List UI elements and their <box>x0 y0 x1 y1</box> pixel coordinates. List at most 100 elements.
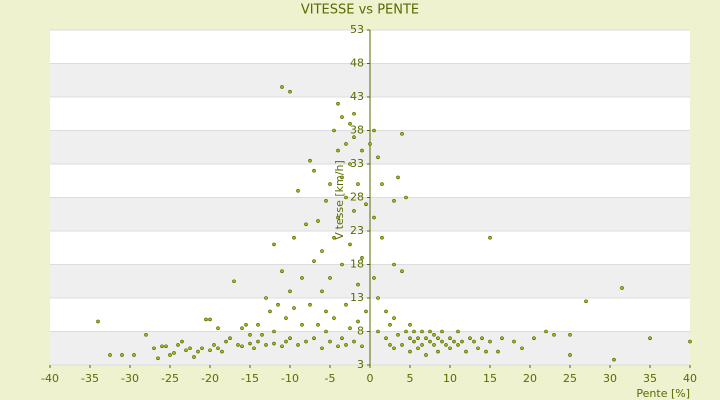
point <box>392 346 396 351</box>
point <box>272 242 276 247</box>
point <box>276 302 280 307</box>
point <box>164 344 168 349</box>
point <box>144 333 148 337</box>
point <box>396 175 400 180</box>
point <box>96 319 100 324</box>
point <box>304 222 308 227</box>
point <box>324 309 328 314</box>
point <box>412 329 416 334</box>
point <box>480 336 484 341</box>
point <box>620 286 624 290</box>
point <box>456 329 460 334</box>
point <box>460 339 464 344</box>
point <box>256 339 260 344</box>
point <box>348 326 352 330</box>
point <box>264 343 268 347</box>
point <box>532 336 536 341</box>
point <box>360 344 364 349</box>
point <box>336 148 340 153</box>
x-tick-label: -5 <box>325 372 336 385</box>
point <box>348 122 352 126</box>
point <box>488 339 492 344</box>
point <box>272 341 276 346</box>
point <box>428 329 432 334</box>
point <box>356 282 360 287</box>
point <box>248 333 252 337</box>
point <box>388 322 392 327</box>
x-tick-label: 35 <box>643 372 657 385</box>
y-tick-label: 33 <box>350 157 364 170</box>
point <box>216 326 220 330</box>
point <box>336 344 340 349</box>
point <box>132 353 136 357</box>
point <box>448 336 452 341</box>
point <box>436 349 440 354</box>
point <box>424 353 428 357</box>
point <box>196 349 200 354</box>
point <box>280 344 284 349</box>
x-tick-label: 5 <box>407 372 414 385</box>
chart-title: VITESSE vs PENTE <box>301 3 419 18</box>
point <box>484 349 488 354</box>
point <box>272 329 276 334</box>
point <box>476 346 480 351</box>
point <box>472 339 476 344</box>
point <box>380 235 384 240</box>
point <box>312 168 316 173</box>
point <box>384 309 388 314</box>
point <box>108 353 112 357</box>
point <box>648 336 652 341</box>
x-tick-label: 25 <box>563 372 577 385</box>
point <box>284 339 288 344</box>
y-tick-label: 48 <box>350 57 364 70</box>
x-tick-label: 20 <box>523 372 537 385</box>
x-tick-label: 15 <box>483 372 497 385</box>
point <box>160 344 164 349</box>
point <box>312 336 316 341</box>
x-tick-label: -35 <box>81 372 99 385</box>
point <box>300 322 304 327</box>
point <box>188 346 192 351</box>
point <box>356 182 360 186</box>
y-tick-label: 53 <box>350 23 364 36</box>
point <box>312 259 316 263</box>
point <box>332 128 336 133</box>
y-axis-label: Vitesse [km/h] <box>333 160 346 240</box>
point <box>200 346 204 351</box>
point <box>308 158 312 163</box>
point <box>328 339 332 344</box>
point <box>328 276 332 280</box>
point <box>300 276 304 280</box>
point <box>436 336 440 341</box>
point <box>688 339 692 344</box>
point <box>340 262 344 267</box>
point <box>392 199 396 203</box>
point <box>420 343 424 347</box>
x-tick-label: 0 <box>367 372 374 385</box>
point <box>468 336 472 341</box>
point <box>176 343 180 347</box>
point <box>420 329 424 334</box>
point <box>440 339 444 344</box>
point <box>340 336 344 341</box>
point <box>384 336 388 341</box>
point <box>240 344 244 349</box>
point <box>408 322 412 327</box>
point <box>168 353 172 357</box>
point <box>344 343 348 347</box>
point <box>372 215 376 220</box>
point <box>416 336 420 341</box>
y-tick-label: 23 <box>350 224 364 237</box>
point <box>408 336 412 341</box>
point <box>324 199 328 203</box>
point <box>224 339 228 344</box>
point <box>428 339 432 344</box>
point <box>348 242 352 247</box>
point <box>440 329 444 334</box>
y-tick-label: 8 <box>357 325 364 338</box>
y-tick-label: 43 <box>350 90 364 103</box>
point <box>376 155 380 160</box>
point <box>316 322 320 327</box>
point <box>320 249 324 253</box>
